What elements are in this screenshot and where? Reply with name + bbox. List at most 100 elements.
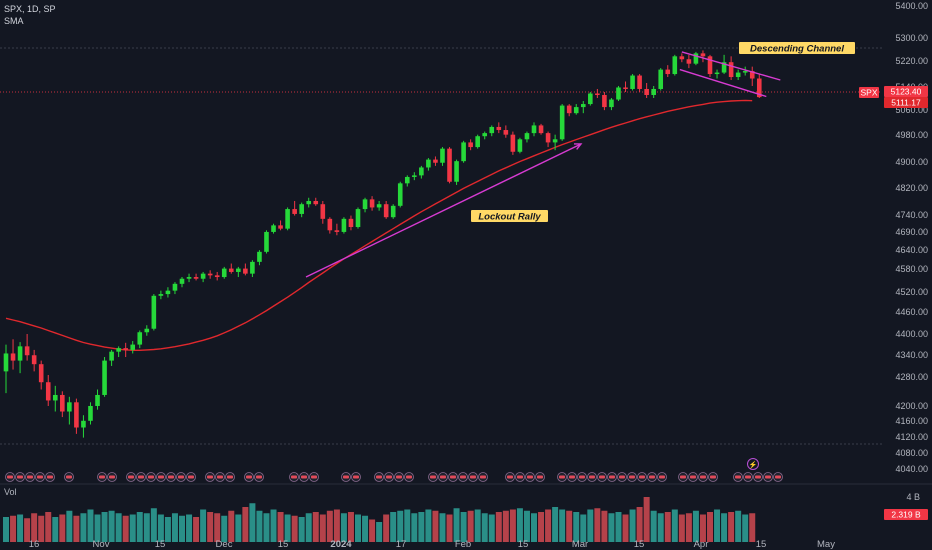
- indicator-label[interactable]: SMA: [4, 16, 24, 26]
- volume-bar: [699, 514, 706, 542]
- price-tick-label: 4040.00: [895, 464, 928, 474]
- candle: [334, 223, 340, 236]
- candle-body: [38, 364, 44, 383]
- volume-bar: [629, 509, 636, 542]
- price-tick-label: 4900.00: [895, 157, 928, 167]
- candle-body: [566, 105, 572, 114]
- event-flag: [138, 475, 144, 479]
- candle: [580, 101, 586, 114]
- event-flag: [480, 475, 486, 479]
- time-tick-label: 15: [756, 539, 767, 550]
- candle-body: [503, 130, 509, 135]
- candle: [468, 139, 473, 151]
- volume-label[interactable]: Vol: [4, 487, 17, 497]
- candle: [81, 415, 86, 438]
- event-flag: [745, 475, 751, 479]
- price-tick-label: 4580.00: [895, 264, 928, 274]
- volume-bar: [390, 512, 397, 542]
- candle: [728, 56, 734, 81]
- candle-body: [404, 176, 410, 184]
- candle-body: [228, 268, 234, 272]
- candle: [510, 131, 516, 155]
- volume-bar: [108, 510, 115, 542]
- candle-body: [45, 382, 51, 401]
- candle-body: [264, 231, 269, 252]
- earnings-event-icon: [97, 472, 107, 482]
- price-tick-label: 4980.00: [895, 130, 928, 140]
- volume-bar: [129, 514, 136, 542]
- price-tick-label: 4460.00: [895, 307, 928, 317]
- candle: [630, 74, 635, 91]
- volume-bar: [10, 515, 17, 542]
- candle: [236, 266, 241, 278]
- candle-body: [207, 273, 213, 276]
- event-flag: [353, 475, 359, 479]
- volume-value-text: 2.319 B: [891, 510, 921, 520]
- candle: [482, 131, 488, 140]
- candle: [552, 134, 558, 151]
- symbol-header[interactable]: SPX, 1D, SP: [4, 4, 56, 14]
- candle: [714, 69, 720, 79]
- volume-bar: [383, 514, 390, 542]
- volume-bar: [439, 513, 446, 542]
- channel-upper-line: [681, 51, 781, 81]
- candlestick-series: [3, 50, 762, 438]
- volume-bar: [404, 509, 411, 542]
- candle: [320, 200, 326, 224]
- volume-bar: [143, 513, 150, 542]
- candle-body: [341, 218, 347, 232]
- candle-body: [10, 353, 16, 361]
- event-flag: [17, 475, 23, 479]
- candle: [545, 131, 551, 148]
- candle: [10, 339, 16, 370]
- candle: [496, 122, 502, 134]
- earnings-event-icon: [428, 472, 438, 482]
- event-flag: [755, 475, 761, 479]
- candle-body: [214, 275, 220, 278]
- candle: [221, 266, 227, 279]
- time-axis[interactable]: 16 Nov 15 Dec 15 2024 17 Feb 15 Mar 15 Apr 15 May: [29, 539, 836, 550]
- volume-bar: [432, 510, 439, 542]
- volume-bar: [340, 513, 347, 542]
- volume-bar: [200, 509, 207, 542]
- candle-body: [109, 351, 114, 361]
- candle-body: [88, 405, 93, 421]
- dividends-circle: [747, 458, 759, 470]
- earnings-event-icon: [627, 472, 637, 482]
- earnings-event-icon: [126, 472, 136, 482]
- candle-body: [623, 87, 628, 89]
- candle: [250, 260, 255, 278]
- event-flag: [99, 475, 105, 479]
- earnings-event-icon: [351, 472, 361, 482]
- event-flag: [609, 475, 615, 479]
- earnings-event-icon: [299, 472, 309, 482]
- volume-bar: [678, 514, 685, 542]
- candle-body: [637, 75, 642, 89]
- candle: [60, 391, 65, 418]
- price-tick-label: 5060.00: [895, 105, 928, 115]
- earnings-event-icon: [733, 472, 743, 482]
- candle-body: [383, 204, 389, 218]
- candle-body: [538, 125, 544, 134]
- earnings-event-icon: [587, 472, 597, 482]
- volume-bar: [52, 517, 59, 542]
- candle: [165, 287, 171, 298]
- volume-bar: [101, 512, 108, 542]
- candle-body: [250, 261, 255, 274]
- candle-body: [271, 225, 276, 232]
- event-flag: [343, 475, 349, 479]
- candle: [306, 197, 312, 208]
- candle-body: [468, 142, 473, 148]
- candle-body: [454, 161, 459, 182]
- event-flag: [158, 475, 164, 479]
- candle-body: [686, 59, 692, 64]
- candle-body: [573, 107, 579, 114]
- volume-bar: [545, 509, 552, 542]
- volume-bar: [326, 510, 333, 542]
- candle-body: [721, 62, 727, 73]
- volume-bar: [270, 509, 277, 542]
- price-axis[interactable]: 5400.005300.005220.005140.005060.004980.…: [895, 1, 928, 502]
- earnings-event-icon: [505, 472, 515, 482]
